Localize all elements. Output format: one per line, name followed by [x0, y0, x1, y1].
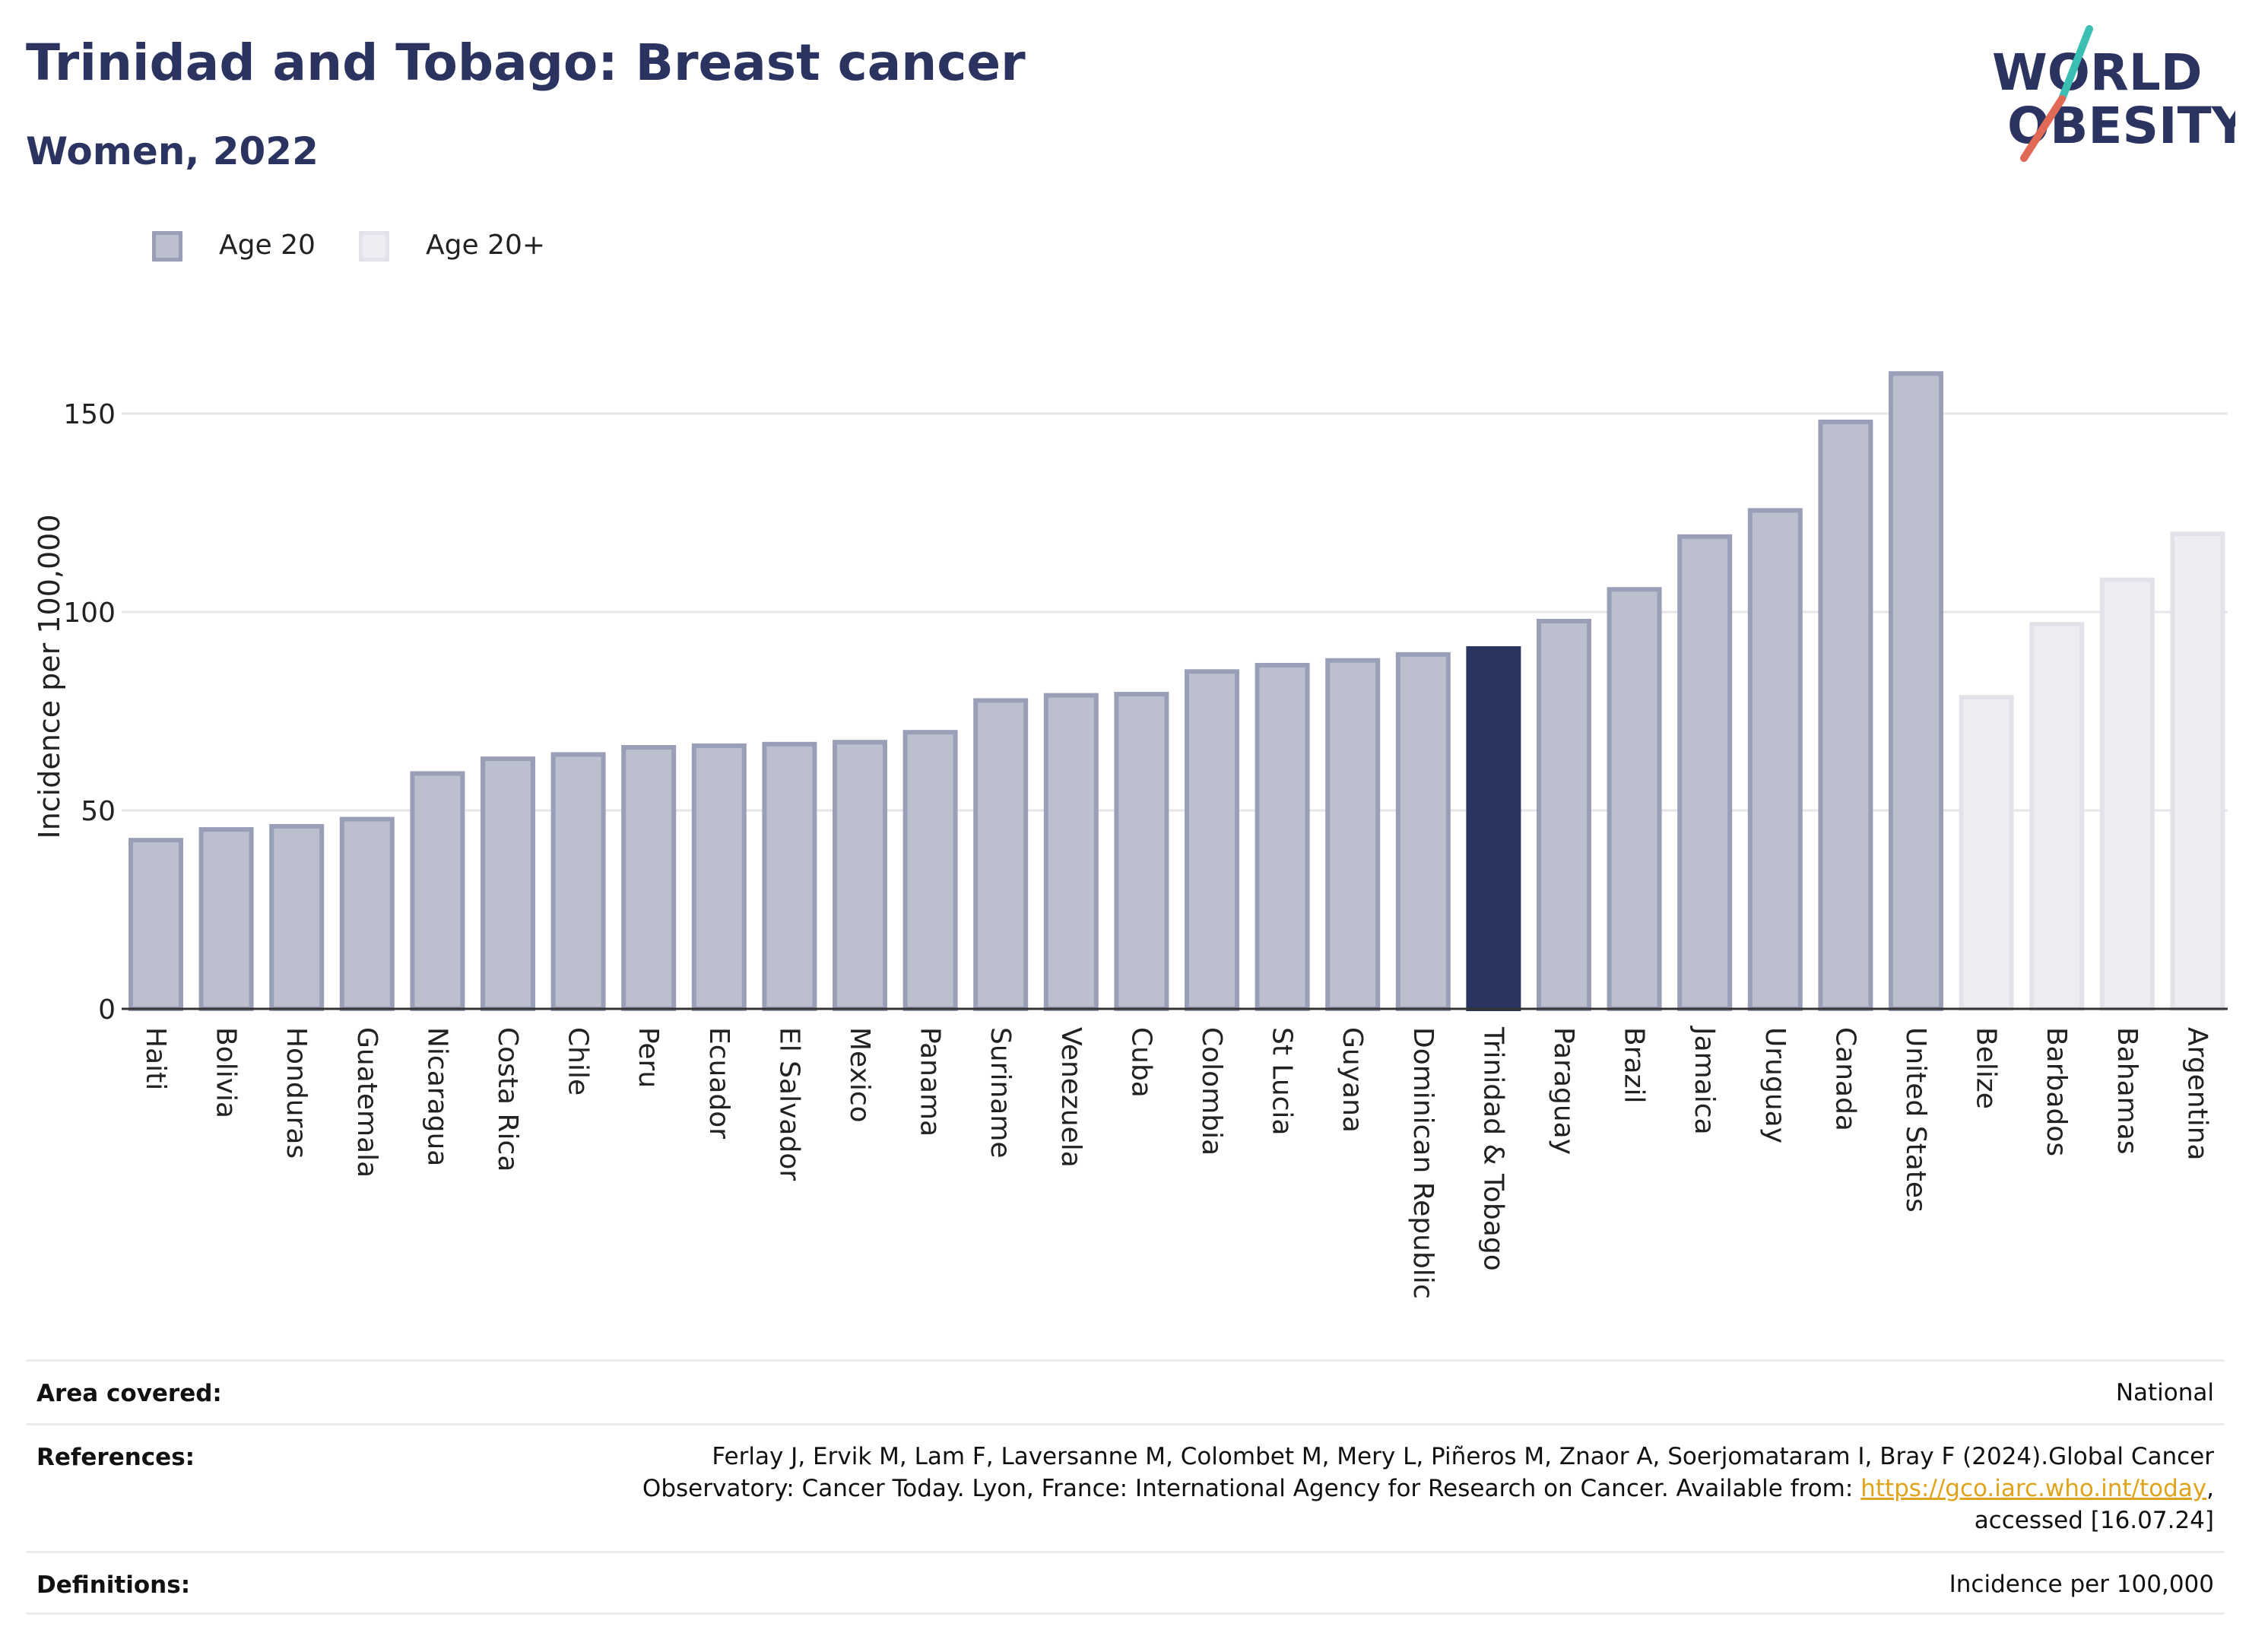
references-label: References: — [36, 1444, 195, 1471]
x-tick-label: Trinidad & Tobago — [1477, 1026, 1508, 1271]
bar-guyana[interactable] — [1325, 658, 1381, 1011]
grid-lines — [122, 412, 2228, 812]
bars — [128, 371, 2225, 1012]
x-tick-label: Cuba — [1125, 1027, 1156, 1098]
x-tick-label: Guyana — [1337, 1027, 1368, 1133]
y-tick-label: 100 — [63, 598, 116, 629]
legend-swatch-age20 — [152, 231, 182, 262]
bar-suriname[interactable] — [973, 698, 1029, 1011]
bar-cuba[interactable] — [1114, 692, 1169, 1012]
bar-paraguay[interactable] — [1537, 619, 1591, 1011]
bar-uruguay[interactable] — [1747, 508, 1803, 1012]
y-tick-label: 150 — [63, 399, 116, 430]
x-tick-label: Mexico — [844, 1027, 875, 1123]
bar-venezuela[interactable] — [1043, 693, 1099, 1011]
area-covered-label: Area covered: — [36, 1380, 222, 1407]
bar-ecuador[interactable] — [691, 743, 747, 1011]
x-tick-label: Bahamas — [2111, 1027, 2143, 1155]
bar-peru[interactable] — [621, 745, 677, 1011]
x-tick-label: Haiti — [140, 1027, 171, 1090]
references-value: Ferlay J, Ervik M, Lam F, Laversanne M, … — [642, 1441, 2214, 1536]
y-axis-label: Incidence per 100,000 — [33, 514, 66, 839]
x-tick-label: Uruguay — [1759, 1027, 1791, 1143]
x-tick-label: Venezuela — [1055, 1027, 1086, 1168]
bar-panama[interactable] — [902, 730, 958, 1012]
references-line-2-end: , — [2206, 1475, 2214, 1502]
x-tick-label: Bolivia — [211, 1027, 242, 1118]
bar-argentina[interactable] — [2170, 531, 2225, 1011]
bar-jamaica[interactable] — [1677, 534, 1733, 1011]
bar-el-salvador[interactable] — [762, 741, 817, 1011]
legend-swatch-age20plus — [359, 231, 389, 262]
references-line-2-text: Observatory: Cancer Today. Lyon, France:… — [642, 1475, 1861, 1502]
logo-slash-teal — [2058, 25, 2093, 103]
definitions-label: Definitions: — [36, 1571, 191, 1599]
x-tick-label: Belize — [1971, 1027, 2002, 1109]
bar-chart: 0 50 100 150 Haiti Bolivia Honduras Guatemala Ni… — [33, 371, 2228, 1299]
x-tick-label: Barbados — [2041, 1027, 2072, 1156]
x-tick-label: Honduras — [281, 1027, 312, 1159]
bar-guatemala[interactable] — [339, 816, 395, 1012]
y-tick-label: 0 — [98, 994, 116, 1026]
bar-dominican-republic[interactable] — [1395, 652, 1451, 1011]
x-tick-label: Argentina — [2181, 1027, 2213, 1161]
x-tick-label: Nicaragua — [421, 1027, 452, 1166]
area-covered-value: National — [2115, 1379, 2214, 1406]
bar-st-lucia[interactable] — [1255, 662, 1310, 1011]
footer-row-area: Area covered: National — [26, 1359, 2225, 1423]
x-tick-label: Paraguay — [1548, 1027, 1579, 1155]
x-tick-label: Ecuador — [703, 1027, 734, 1139]
logo-word-world: WORLD — [1992, 43, 2203, 102]
x-tick-label: St Lucia — [1267, 1027, 1298, 1136]
world-obesity-logo: WORLD OBESITY — [1992, 25, 2235, 162]
x-tick-label: Suriname — [985, 1027, 1016, 1159]
x-tick-label: Costa Rica — [492, 1027, 523, 1172]
definitions-value: Incidence per 100,000 — [1949, 1571, 2214, 1598]
legend-label-age20plus: Age 20+ — [426, 230, 546, 261]
x-tick-label: Brazil — [1619, 1027, 1650, 1103]
chart-footer: Area covered: National References: Ferla… — [26, 1359, 2225, 1615]
logo-slash-coral — [2020, 95, 2066, 162]
footer-row-references: References: Ferlay J, Ervik M, Lam F, La… — [26, 1423, 2225, 1551]
bar-nicaragua[interactable] — [410, 771, 465, 1011]
bar-belize[interactable] — [1959, 695, 2014, 1011]
bar-canada[interactable] — [1818, 419, 1873, 1012]
legend-label-age20: Age 20 — [219, 230, 316, 261]
bar-bolivia[interactable] — [198, 827, 254, 1012]
bar-trinidad-tobago[interactable] — [1466, 646, 1521, 1011]
x-tick-label: Chile — [563, 1027, 594, 1096]
x-tick-label: Peru — [633, 1027, 664, 1088]
references-line-3: accessed [16.07.24] — [1974, 1507, 2214, 1534]
chart-title: Trinidad and Tobago: Breast cancer — [26, 33, 1026, 92]
bar-chile[interactable] — [550, 752, 606, 1011]
bar-mexico[interactable] — [833, 740, 887, 1011]
bar-costa-rica[interactable] — [481, 756, 535, 1011]
bar-colombia[interactable] — [1185, 669, 1239, 1011]
x-tick-label: Canada — [1829, 1027, 1860, 1131]
chart-subtitle: Women, 2022 — [26, 129, 319, 173]
y-tick-label: 50 — [81, 796, 116, 827]
references-line-1: Ferlay J, Ervik M, Lam F, Laversanne M, … — [712, 1443, 2214, 1470]
bar-brazil[interactable] — [1607, 587, 1662, 1012]
bar-bahamas[interactable] — [2099, 577, 2155, 1011]
x-tick-label: Colombia — [1196, 1027, 1227, 1156]
x-tick-label: Dominican Republic — [1407, 1027, 1439, 1299]
references-line-2: Observatory: Cancer Today. Lyon, France:… — [642, 1473, 2214, 1505]
references-link[interactable]: https://gco.iarc.who.int/today — [1860, 1475, 2207, 1502]
x-tick-label: Panama — [915, 1027, 946, 1137]
x-tick-label: Guatemala — [351, 1027, 382, 1178]
x-tick-label: El Salvador — [773, 1027, 804, 1181]
bar-haiti[interactable] — [128, 838, 183, 1012]
axes: 0 50 100 150 Haiti Bolivia Honduras Guatemala Ni… — [63, 399, 2228, 1299]
bar-honduras[interactable] — [269, 823, 325, 1011]
bar-united-states[interactable] — [1889, 371, 1943, 1011]
footer-row-definitions: Definitions: Incidence per 100,000 — [26, 1551, 2225, 1615]
bar-barbados[interactable] — [2029, 622, 2085, 1011]
x-tick-label: Jamaica — [1689, 1026, 1720, 1135]
x-tick-label: United States — [1900, 1027, 1931, 1213]
